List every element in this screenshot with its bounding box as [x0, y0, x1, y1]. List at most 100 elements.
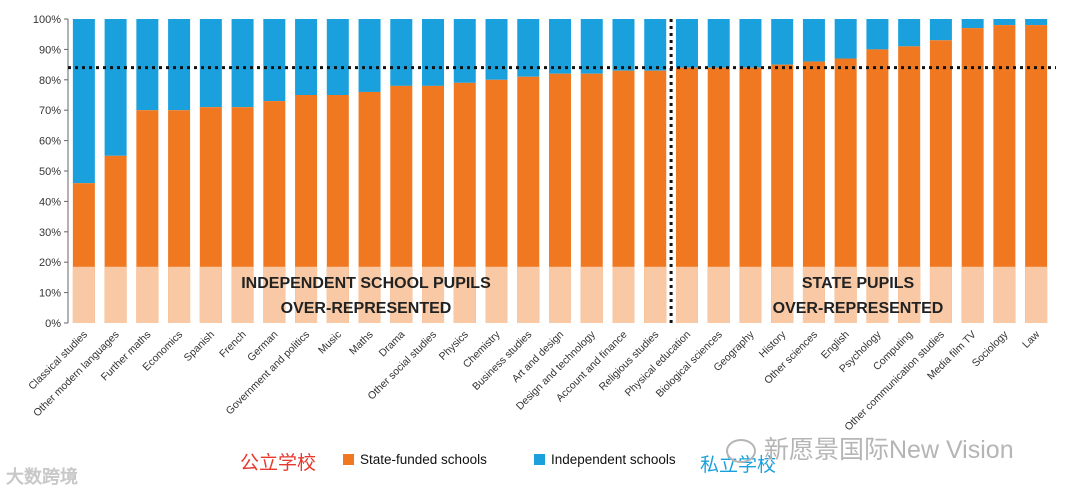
bar-shaded-base — [961, 266, 984, 323]
wechat-icon — [726, 439, 756, 464]
bar-state — [580, 73, 603, 323]
bar-shaded-base — [263, 266, 286, 323]
bar-independent — [104, 19, 127, 156]
bar-independent — [231, 19, 254, 108]
bar-state — [898, 46, 921, 324]
y-tick-label: 90% — [39, 44, 61, 56]
bar-independent — [72, 19, 95, 184]
annotation-state-line1: STATE PUPILS — [802, 275, 915, 292]
bar-shaded-base — [72, 266, 95, 323]
bar-state — [485, 79, 508, 323]
bar-shaded-base — [580, 266, 603, 323]
bar-independent — [199, 19, 222, 108]
bar-independent — [993, 19, 1016, 26]
bar-shaded-base — [612, 266, 635, 323]
bar-state — [390, 85, 413, 323]
bar-state — [358, 91, 381, 324]
bar-shaded-base — [739, 266, 762, 323]
bar-state — [834, 58, 857, 324]
category-label: Maths — [347, 329, 376, 358]
legend-item-state: State-funded schools — [343, 452, 487, 467]
watermark-left: 大数跨境 — [6, 467, 78, 487]
bar-shaded-base — [422, 266, 445, 323]
bar-independent — [612, 19, 635, 71]
annotation-state-line2: OVER-REPRESENTED — [773, 300, 944, 317]
y-tick-label: 40% — [39, 196, 61, 208]
legend-cn-public: 公立学校 — [240, 453, 317, 474]
bar-independent — [422, 19, 445, 86]
category-label: Sociology — [970, 328, 1011, 369]
bar-state — [866, 49, 889, 324]
bar-independent — [707, 19, 730, 68]
bar-state — [929, 40, 952, 323]
bar-independent — [295, 19, 318, 95]
bar-independent — [580, 19, 603, 74]
category-label: Spanish — [182, 329, 217, 364]
bar-shaded-base — [1025, 266, 1048, 323]
bar-shaded-base — [898, 266, 921, 323]
bar-independent — [929, 19, 952, 41]
bar-shaded-base — [866, 266, 889, 323]
bar-independent — [485, 19, 508, 80]
bar-state — [422, 85, 445, 323]
bar-state — [517, 76, 540, 323]
bar-independent — [961, 19, 984, 29]
stacked-bar-chart: 0%10%20%30%40%50%60%70%80%90%100%Classic… — [26, 14, 1056, 433]
bar-independent — [1025, 19, 1048, 26]
bar-shaded-base — [104, 266, 127, 323]
bar-independent — [517, 19, 540, 77]
bar-shaded-base — [358, 266, 381, 323]
bar-state — [675, 67, 698, 323]
bar-independent — [263, 19, 286, 102]
bar-shaded-base — [326, 266, 349, 323]
bar-shaded-base — [199, 266, 222, 323]
bar-independent — [136, 19, 159, 111]
bar-state — [326, 95, 349, 323]
bar-shaded-base — [485, 266, 508, 323]
bar-independent — [390, 19, 413, 86]
y-tick-label: 100% — [33, 14, 61, 26]
bar-shaded-base — [517, 266, 540, 323]
category-label: Drama — [377, 329, 408, 360]
legend-label-state: State-funded schools — [360, 452, 487, 467]
bar-state — [739, 67, 762, 323]
y-tick-label: 30% — [39, 227, 61, 239]
bar-state — [961, 28, 984, 324]
legend-cn-private: 私立学校 — [700, 455, 777, 476]
bar-independent — [898, 19, 921, 47]
bar-state — [549, 73, 571, 323]
category-label: Law — [1020, 328, 1042, 350]
bar-independent — [644, 19, 667, 71]
bar-shaded-base — [771, 266, 794, 323]
bar-independent — [358, 19, 381, 92]
bar-state — [771, 64, 794, 323]
bar-independent — [802, 19, 825, 62]
bar-state — [644, 70, 667, 324]
bar-shaded-base — [231, 266, 254, 323]
bar-shaded-base — [929, 266, 952, 323]
watermark-right: 新愿景国际New Vision — [726, 430, 1014, 466]
bar-state — [295, 95, 318, 323]
legend-label-independent: Independent schools — [551, 452, 676, 467]
y-tick-label: 10% — [39, 288, 61, 300]
bar-independent — [168, 19, 191, 111]
bar-shaded-base — [707, 266, 730, 323]
bar-independent — [326, 19, 349, 95]
y-tick-label: 0% — [45, 318, 61, 330]
bar-state — [802, 61, 825, 324]
annotation-independent-line1: INDEPENDENT SCHOOL PUPILS — [241, 275, 491, 292]
bar-shaded-base — [390, 266, 413, 323]
bar-shaded-base — [802, 266, 825, 323]
bar-independent — [866, 19, 889, 50]
bar-shaded-base — [549, 266, 571, 323]
annotation-independent-line2: OVER-REPRESENTED — [281, 300, 452, 317]
legend-swatch-independent — [534, 454, 545, 465]
bar-shaded-base — [834, 266, 857, 323]
bar-state — [1025, 25, 1048, 324]
bar-shaded-base — [136, 266, 159, 323]
bar-independent — [549, 19, 571, 74]
legend: 公立学校 State-funded schools Independent sc… — [0, 436, 1080, 493]
bar-state — [453, 82, 476, 323]
bar-independent — [771, 19, 794, 65]
watermark-right-text: 新愿景国际New Vision — [764, 436, 1014, 464]
